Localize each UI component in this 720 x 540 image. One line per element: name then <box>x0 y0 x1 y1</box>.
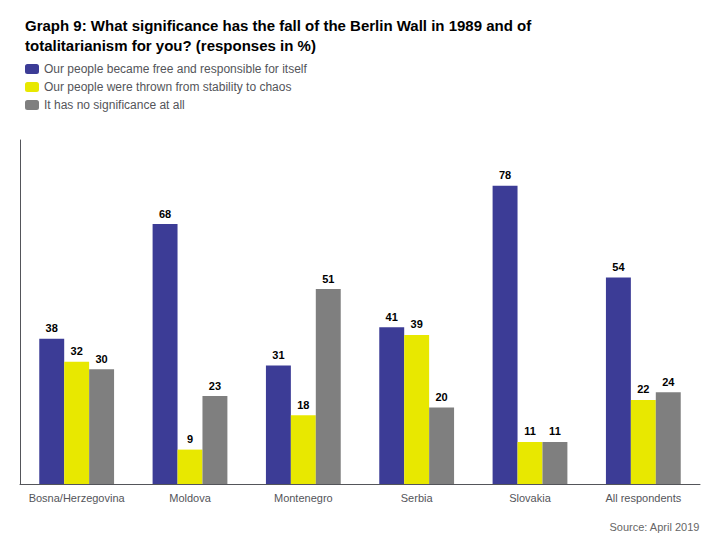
svg-text:31: 31 <box>272 349 284 361</box>
svg-text:Moldova: Moldova <box>169 492 211 504</box>
svg-text:Montenegro: Montenegro <box>274 492 333 504</box>
svg-text:20: 20 <box>435 391 447 403</box>
svg-text:totalitarianism for you? (resp: totalitarianism for you? (responses in %… <box>25 37 316 54</box>
svg-text:It has no significance at all: It has no significance at all <box>44 98 185 112</box>
svg-text:38: 38 <box>46 322 58 334</box>
svg-text:Source: April 2019: Source: April 2019 <box>610 521 700 533</box>
svg-text:24: 24 <box>662 376 675 388</box>
svg-text:11: 11 <box>549 425 561 437</box>
svg-text:9: 9 <box>187 433 193 445</box>
svg-text:54: 54 <box>612 261 625 273</box>
svg-text:68: 68 <box>159 208 171 220</box>
svg-text:Serbia: Serbia <box>401 492 434 504</box>
svg-text:18: 18 <box>297 399 309 411</box>
svg-text:39: 39 <box>411 318 423 330</box>
svg-text:51: 51 <box>322 273 334 285</box>
svg-text:Bosna/Herzegovina: Bosna/Herzegovina <box>29 492 126 504</box>
svg-text:22: 22 <box>637 383 649 395</box>
svg-text:30: 30 <box>95 353 107 365</box>
svg-text:23: 23 <box>209 380 221 392</box>
svg-text:11: 11 <box>524 425 536 437</box>
svg-text:All respondents: All respondents <box>605 492 681 504</box>
svg-text:Graph 9: What significance has: Graph 9: What significance has the fall … <box>25 17 532 34</box>
svg-text:32: 32 <box>71 345 83 357</box>
svg-text:78: 78 <box>499 169 511 181</box>
svg-text:Our people became free and res: Our people became free and responsible f… <box>44 62 307 76</box>
svg-text:41: 41 <box>386 311 398 323</box>
svg-text:Slovakia: Slovakia <box>509 492 551 504</box>
svg-text:Our people were thrown from st: Our people were thrown from stability to… <box>44 80 291 94</box>
